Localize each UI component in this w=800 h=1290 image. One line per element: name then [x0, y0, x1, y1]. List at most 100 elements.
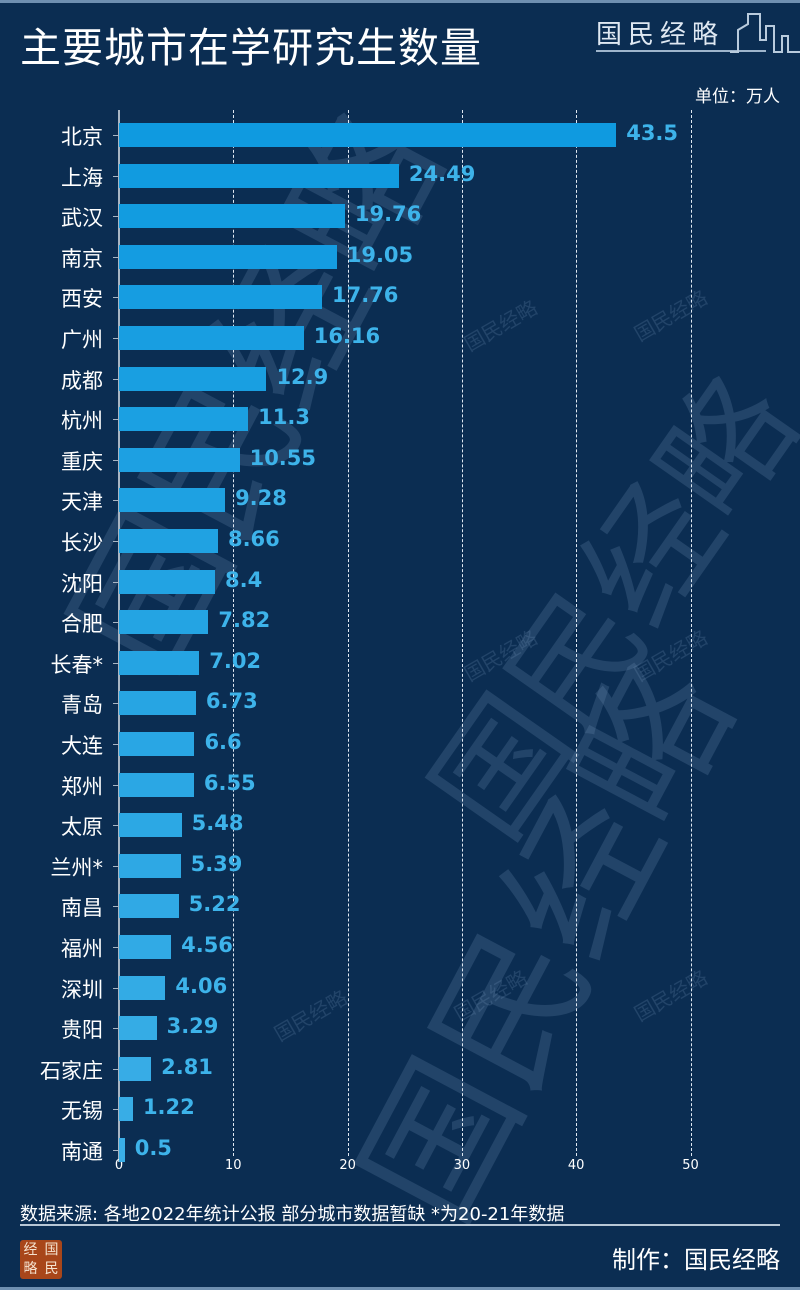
x-tick-label: 30	[453, 1158, 471, 1173]
y-tick	[113, 297, 118, 299]
footer-divider	[20, 1224, 780, 1226]
y-tick	[113, 1150, 118, 1151]
bar-row: 西安 17.76	[0, 282, 800, 312]
seal-char: 民	[44, 1261, 59, 1277]
city-label: 武汉	[61, 206, 103, 231]
bar	[119, 244, 337, 269]
y-tick	[113, 662, 118, 664]
bar	[119, 1097, 133, 1122]
city-label: 广州	[61, 328, 103, 352]
bar-row: 南昌 5.22	[0, 891, 800, 921]
bar-row: 长沙 8.66	[0, 526, 800, 556]
gridline	[690, 110, 692, 1156]
bar-row: 沈阳 8.4	[0, 567, 800, 597]
bar-row: 石家庄 2.81	[0, 1054, 800, 1084]
city-label: 无锡	[61, 1099, 103, 1124]
seal-char: 国	[44, 1242, 59, 1258]
value-label: 43.5	[626, 121, 679, 145]
bar	[119, 853, 181, 878]
bar	[119, 691, 196, 716]
bar-row: 合肥 7.82	[0, 607, 800, 637]
bar	[119, 569, 215, 594]
city-label: 天津	[61, 490, 103, 515]
bar	[119, 935, 172, 959]
city-label: 深圳	[61, 977, 103, 1002]
y-tick	[113, 906, 118, 908]
bar	[119, 975, 166, 1000]
bar-row: 长春* 7.02	[0, 648, 800, 678]
city-label: 福州	[61, 937, 103, 961]
y-tick	[113, 256, 118, 258]
value-label: 8.66	[227, 527, 280, 551]
top-border	[0, 0, 800, 3]
city-label: 上海	[61, 165, 103, 190]
y-tick	[113, 541, 118, 542]
bar	[119, 529, 218, 553]
bar	[119, 447, 240, 472]
city-label: 杭州	[61, 409, 103, 434]
bar-row: 武汉 19.76	[0, 201, 800, 231]
value-label: 11.3	[258, 405, 310, 430]
bar-row: 贵阳 3.29	[0, 1013, 800, 1043]
value-label: 0.5	[134, 1136, 172, 1160]
city-label: 青岛	[61, 693, 103, 718]
city-label: 成都	[61, 368, 103, 393]
bar	[119, 650, 200, 675]
y-tick	[113, 1109, 118, 1111]
y-tick	[113, 947, 118, 948]
value-label: 9.28	[235, 486, 287, 511]
bar-row: 兰州* 5.39	[0, 851, 800, 881]
x-tick-label: 10	[225, 1158, 242, 1173]
y-axis-line	[118, 110, 120, 1162]
page-title: 主要城市在学研究生数量	[20, 24, 482, 72]
gridline	[461, 110, 463, 1156]
value-label: 19.05	[346, 242, 414, 267]
city-label: 沈阳	[61, 571, 103, 596]
y-tick	[113, 581, 118, 583]
gridline	[233, 110, 235, 1156]
bar	[119, 204, 345, 229]
bar-row: 天津 9.28	[0, 485, 800, 515]
x-tick-label: 40	[567, 1158, 585, 1173]
city-label: 北京	[61, 125, 103, 149]
value-label: 19.76	[354, 202, 422, 227]
bar	[119, 1056, 152, 1081]
city-label: 贵阳	[61, 1018, 103, 1043]
city-label: 南昌	[61, 896, 103, 921]
value-label: 5.48	[191, 811, 244, 836]
value-label: 17.76	[331, 283, 399, 308]
y-tick	[113, 622, 118, 624]
bar-row: 广州 16.16	[0, 323, 800, 353]
value-label: 7.02	[209, 648, 262, 673]
value-label: 16.16	[313, 324, 381, 348]
bar	[119, 813, 182, 838]
y-tick	[113, 784, 118, 786]
city-label: 西安	[61, 287, 103, 312]
value-label: 6.55	[203, 770, 256, 795]
bar-row: 深圳 4.06	[0, 973, 800, 1003]
bar-chart: 0 10 20 30 40 50 北京 43.5 上海 24.49 武汉 19.76 南京 19.05 西安…	[0, 100, 800, 1190]
bar-row: 南京 19.05	[0, 242, 800, 272]
seal-char: 经	[23, 1242, 38, 1258]
city-label: 兰州*	[50, 855, 104, 880]
y-tick	[113, 338, 118, 339]
value-label: 2.81	[161, 1054, 213, 1079]
value-label: 3.29	[166, 1014, 219, 1039]
city-label: 郑州	[61, 774, 103, 799]
y-tick	[113, 216, 118, 218]
city-label: 太原	[61, 815, 103, 840]
bar	[119, 123, 617, 147]
bar	[119, 285, 322, 310]
value-label: 10.55	[249, 445, 317, 470]
bar	[119, 610, 209, 635]
city-label: 南通	[61, 1140, 103, 1164]
city-label: 石家庄	[40, 1058, 103, 1083]
value-label: 6.73	[205, 689, 258, 714]
x-tick-label: 50	[682, 1158, 699, 1173]
data-source-note: 数据来源: 各地2022年统计公报 部分城市数据暂缺 *为20-21年数据	[20, 1204, 565, 1225]
bar-row: 郑州 6.55	[0, 770, 800, 800]
city-label: 南京	[61, 246, 103, 271]
bar	[119, 732, 195, 756]
building-skyline-icon	[730, 13, 800, 53]
city-label: 重庆	[61, 449, 103, 474]
